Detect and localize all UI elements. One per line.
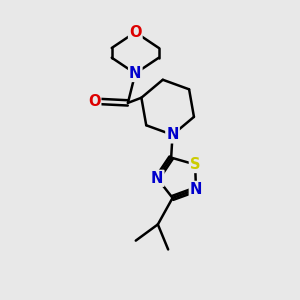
Text: O: O	[88, 94, 100, 109]
Text: N: N	[129, 66, 142, 81]
Text: N: N	[166, 128, 179, 142]
Text: S: S	[190, 157, 200, 172]
Text: N: N	[190, 182, 202, 197]
Text: O: O	[129, 25, 142, 40]
Text: N: N	[151, 171, 164, 186]
